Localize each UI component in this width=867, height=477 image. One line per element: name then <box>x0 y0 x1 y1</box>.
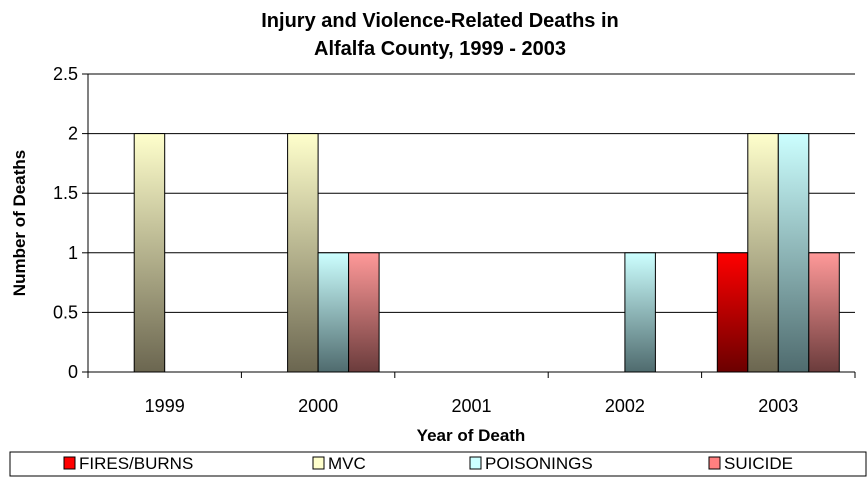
x-tick-label: 2000 <box>298 396 338 416</box>
x-tick-label: 1999 <box>145 396 185 416</box>
y-tick-label: 0.5 <box>53 302 78 322</box>
bars <box>133 133 840 373</box>
y-tick-label: 2.5 <box>53 64 78 84</box>
legend: FIRES/BURNS MVC POISONINGS SUICIDE <box>9 451 867 477</box>
y-axis-title: Number of Deaths <box>10 150 29 296</box>
legend-label: MVC <box>328 454 366 473</box>
y-tick-label: 1 <box>68 243 78 263</box>
x-tick-label: 2003 <box>758 396 798 416</box>
legend-swatch <box>708 456 721 470</box>
bar-suicide-2000 <box>348 252 380 373</box>
bar-mvc-2003 <box>747 133 779 373</box>
chart-title-line-1: Injury and Violence-Related Deaths in <box>261 10 619 32</box>
y-tick-label: 1.5 <box>53 183 78 203</box>
bar-fires-burns-2003 <box>716 252 749 373</box>
legend-swatch <box>469 456 482 470</box>
bar-poisonings-2000 <box>317 252 350 373</box>
bar-poisonings-2002 <box>624 252 656 373</box>
y-tick-label: 0 <box>68 362 78 382</box>
chart-title-line-2: Alfalfa County, 1999 - 2003 <box>314 38 566 60</box>
axes: 0 0.5 1 1.5 2 2.5 1999 2000 2001 2002 2003 <box>53 64 856 416</box>
x-axis-title: Year of Death <box>417 426 526 445</box>
legend-swatch <box>63 456 76 470</box>
x-tick-label: 2002 <box>605 396 645 416</box>
legend-swatch <box>312 456 325 470</box>
legend-label: FIRES/BURNS <box>79 454 193 473</box>
legend-label: SUICIDE <box>724 454 793 473</box>
bar-mvc-2000 <box>287 133 319 373</box>
legend-label: POISONINGS <box>485 454 593 473</box>
legend-frame <box>9 451 867 477</box>
y-tick-label: 2 <box>68 124 78 144</box>
x-tick-label: 2001 <box>451 396 491 416</box>
bar-mvc-1999 <box>133 133 166 373</box>
bar-suicide-2003 <box>808 252 840 373</box>
bar-poisonings-2003 <box>777 133 810 373</box>
